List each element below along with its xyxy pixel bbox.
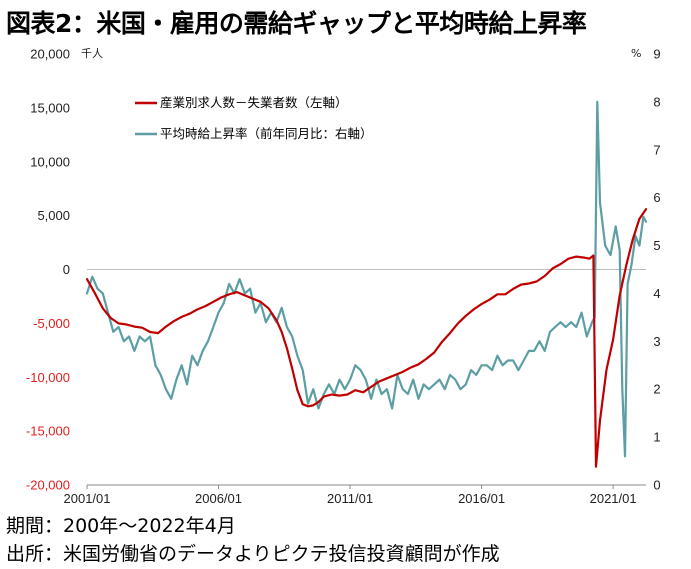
right-tick-label: 4 bbox=[653, 286, 660, 301]
period-note: 期間：200年～2022年4月 bbox=[6, 515, 236, 537]
legend-label-red: 産業別求人数－失業者数（左軸） bbox=[160, 95, 348, 110]
legend: 産業別求人数－失業者数（左軸） 平均時給上昇率（前年同月比：右軸） bbox=[135, 95, 373, 141]
series-line-job-gap bbox=[85, 208, 648, 468]
left-axis-ticks: 20,000 15,000 10,000 5,000 0 -5,000 -10,000 -15… bbox=[26, 47, 70, 493]
left-tick-label: 20,000 bbox=[30, 47, 70, 62]
left-tick-label: -20,000 bbox=[26, 478, 70, 493]
chart-area: 20,000 15,000 10,000 5,000 0 -5,000 -10,000 -15… bbox=[26, 47, 661, 507]
x-tick-label: 2006/01 bbox=[195, 491, 242, 506]
x-tick-label: 2016/01 bbox=[458, 491, 505, 506]
series-line-wage-growth bbox=[85, 100, 648, 458]
right-tick-label: 5 bbox=[653, 238, 660, 253]
left-tick-label: 10,000 bbox=[30, 154, 70, 169]
source-note: 出所：米国労働省のデータよりピクテ投信投資顧問が作成 bbox=[6, 543, 500, 565]
right-tick-label: 2 bbox=[653, 382, 660, 397]
x-tick-label: 2001/01 bbox=[64, 491, 111, 506]
left-tick-label: 0 bbox=[63, 262, 70, 277]
x-tick-label: 2011/01 bbox=[327, 491, 373, 506]
series-layer bbox=[85, 100, 648, 468]
left-tick-label: 5,000 bbox=[37, 208, 70, 223]
legend-label-teal: 平均時給上昇率（前年同月比：右軸） bbox=[160, 126, 373, 141]
right-tick-label: 3 bbox=[653, 334, 660, 349]
right-tick-label: 0 bbox=[653, 478, 660, 493]
left-axis-unit: 千人 bbox=[81, 47, 103, 60]
left-tick-label: -10,000 bbox=[26, 370, 70, 385]
right-axis-unit: % bbox=[631, 47, 641, 60]
right-axis-ticks: 9 8 7 6 5 4 3 2 1 0 bbox=[653, 47, 660, 493]
x-tick-label: 2021/01 bbox=[590, 491, 637, 506]
right-tick-label: 9 bbox=[653, 47, 660, 62]
left-tick-label: -5,000 bbox=[33, 316, 70, 331]
x-axis-ticks: 2001/01 2006/01 2011/01 2016/01 2021/01 bbox=[64, 485, 637, 506]
right-tick-label: 6 bbox=[653, 190, 660, 205]
right-tick-label: 8 bbox=[653, 94, 660, 109]
left-tick-label: 15,000 bbox=[30, 100, 70, 115]
right-tick-label: 1 bbox=[653, 430, 660, 445]
left-tick-label: -15,000 bbox=[26, 424, 70, 439]
right-tick-label: 7 bbox=[653, 142, 660, 157]
chart-title: 図表2：米国・雇用の需給ギャップと平均時給上昇率 bbox=[6, 9, 587, 38]
